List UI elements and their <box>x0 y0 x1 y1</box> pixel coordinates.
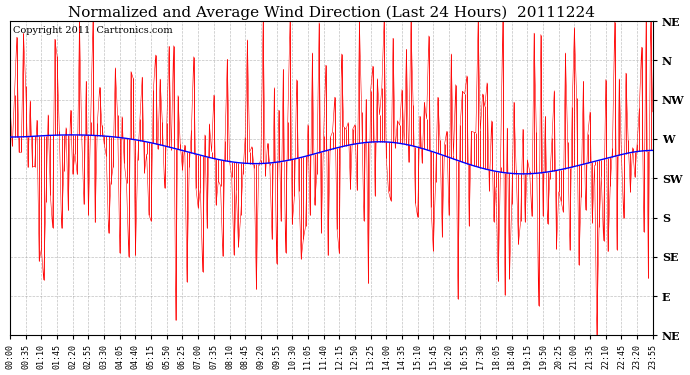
Title: Normalized and Average Wind Direction (Last 24 Hours)  20111224: Normalized and Average Wind Direction (L… <box>68 6 595 20</box>
Text: Copyright 2011  Cartronics.com: Copyright 2011 Cartronics.com <box>13 26 173 35</box>
